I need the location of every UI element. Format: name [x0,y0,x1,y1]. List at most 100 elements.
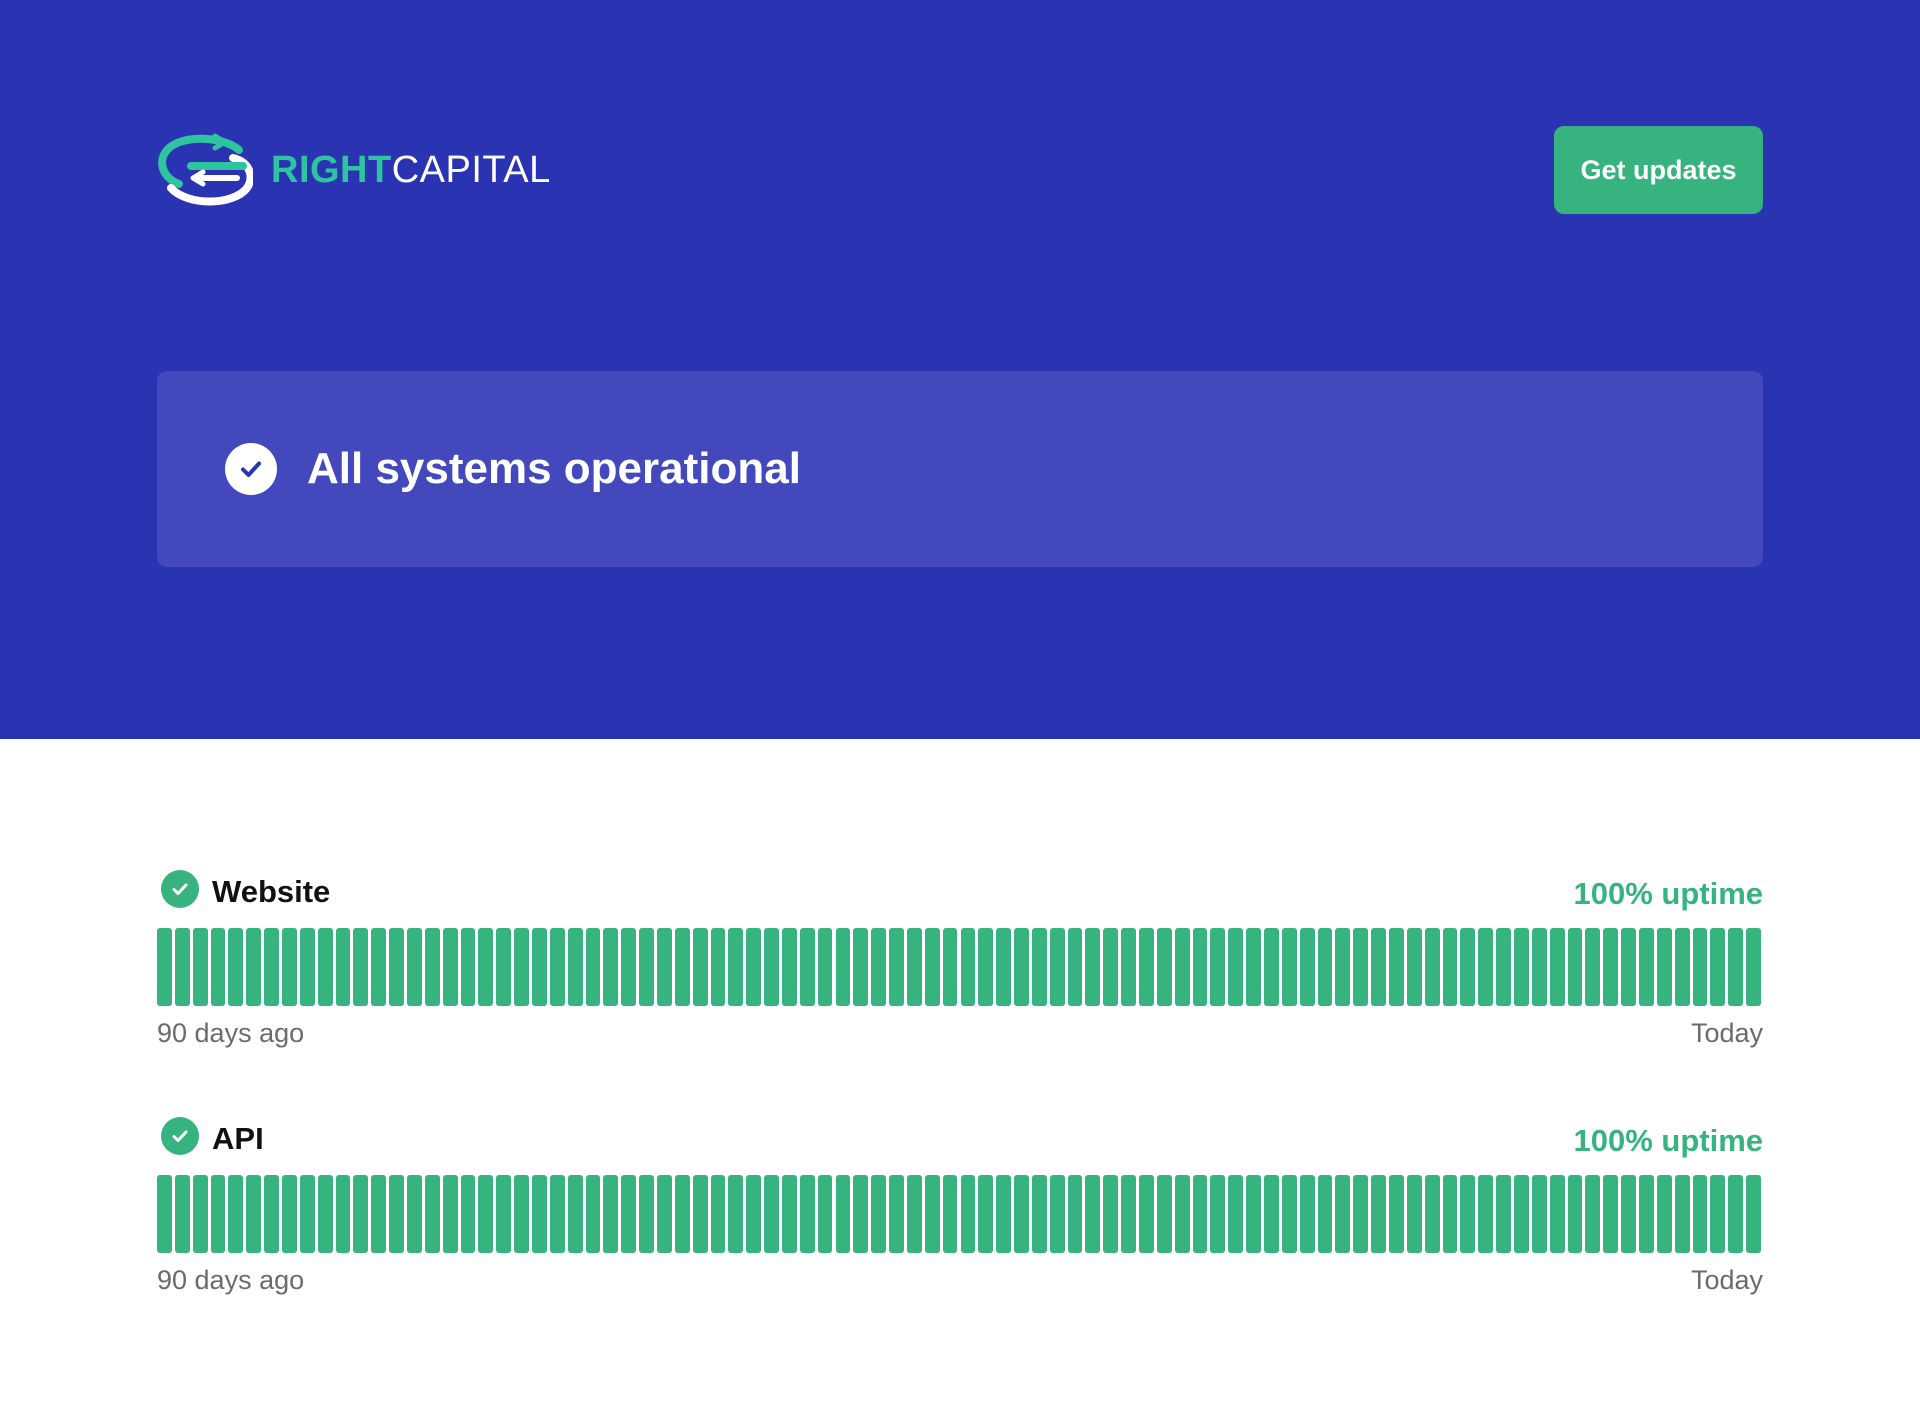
uptime-day-bar[interactable] [996,1175,1012,1253]
uptime-day-bar[interactable] [460,928,476,1006]
uptime-day-bar[interactable] [496,928,512,1006]
uptime-day-bar[interactable] [1014,928,1029,1006]
uptime-day-bar[interactable] [567,928,583,1006]
uptime-day-bar[interactable] [1210,928,1226,1006]
uptime-day-bar[interactable] [1603,928,1619,1006]
uptime-day-bar[interactable] [639,928,654,1006]
uptime-day-bar[interactable] [228,1175,244,1253]
uptime-day-bar[interactable] [1139,928,1154,1006]
uptime-day-bar[interactable] [157,928,172,1006]
uptime-day-bar[interactable] [192,1175,208,1253]
uptime-day-bar[interactable] [1228,1175,1244,1253]
uptime-day-bar[interactable] [496,1175,512,1253]
uptime-day-bar[interactable] [1317,928,1333,1006]
uptime-day-bar[interactable] [389,928,404,1006]
uptime-day-bar[interactable] [853,1175,869,1253]
uptime-day-bar[interactable] [1746,928,1761,1006]
uptime-day-bar[interactable] [889,1175,904,1253]
uptime-day-bar[interactable] [674,1175,690,1253]
uptime-day-bar[interactable] [996,928,1012,1006]
uptime-day-bar[interactable] [1656,1175,1672,1253]
uptime-day-bar[interactable] [1442,1175,1458,1253]
uptime-day-bar[interactable] [264,928,279,1006]
uptime-day-bar[interactable] [1031,928,1047,1006]
get-updates-button[interactable]: Get updates [1554,126,1763,214]
uptime-day-bar[interactable] [299,1175,315,1253]
uptime-day-bar[interactable] [978,928,994,1006]
uptime-day-bar[interactable] [924,1175,940,1253]
uptime-day-bar[interactable] [603,1175,619,1253]
uptime-day-bar[interactable] [889,928,904,1006]
uptime-day-bar[interactable] [1424,1175,1440,1253]
uptime-day-bar[interactable] [1246,928,1262,1006]
uptime-day-bar[interactable] [1460,1175,1476,1253]
uptime-day-bar[interactable] [1621,1175,1636,1253]
uptime-day-bar[interactable] [835,1175,851,1253]
uptime-day-bar[interactable] [353,1175,369,1253]
uptime-day-bar[interactable] [1531,1175,1547,1253]
uptime-day-bar[interactable] [210,928,226,1006]
uptime-day-bar[interactable] [567,1175,583,1253]
uptime-day-bar[interactable] [1246,1175,1262,1253]
uptime-day-bar[interactable] [1067,1175,1083,1253]
uptime-day-bar[interactable] [1281,1175,1297,1253]
uptime-day-bar[interactable] [353,928,369,1006]
uptime-day-bar[interactable] [1442,928,1458,1006]
uptime-day-bar[interactable] [621,928,637,1006]
uptime-day-bar[interactable] [1049,1175,1065,1253]
uptime-day-bar[interactable] [1567,928,1583,1006]
uptime-day-bar[interactable] [656,1175,672,1253]
uptime-day-bar[interactable] [317,928,333,1006]
uptime-day-bar[interactable] [317,1175,333,1253]
uptime-day-bar[interactable] [1299,928,1315,1006]
uptime-day-bar[interactable] [674,928,690,1006]
uptime-day-bar[interactable] [1264,928,1279,1006]
uptime-day-bar[interactable] [960,1175,976,1253]
uptime-day-bar[interactable] [514,928,529,1006]
uptime-day-bar[interactable] [478,1175,494,1253]
uptime-day-bar[interactable] [835,928,851,1006]
uptime-day-bar[interactable] [1192,928,1208,1006]
uptime-day-bar[interactable] [1156,928,1172,1006]
uptime-day-bar[interactable] [1014,1175,1029,1253]
uptime-day-bar[interactable] [585,928,601,1006]
uptime-day-bar[interactable] [424,928,440,1006]
uptime-day-bar[interactable] [656,928,672,1006]
uptime-day-bar[interactable] [514,1175,529,1253]
uptime-day-bar[interactable] [174,928,190,1006]
uptime-day-bar[interactable] [1389,1175,1404,1253]
uptime-day-bar[interactable] [1121,1175,1137,1253]
uptime-day-bar[interactable] [1531,928,1547,1006]
uptime-day-bar[interactable] [1639,928,1654,1006]
uptime-day-bar[interactable] [371,1175,387,1253]
uptime-day-bar[interactable] [531,928,547,1006]
uptime-day-bar[interactable] [1728,928,1744,1006]
uptime-day-bar[interactable] [1139,1175,1154,1253]
uptime-day-bar[interactable] [1496,1175,1511,1253]
brand-logo[interactable]: RIGHTCAPITAL [157,128,551,212]
uptime-day-bar[interactable] [371,928,387,1006]
uptime-day-bar[interactable] [746,1175,762,1253]
uptime-day-bar[interactable] [1371,1175,1387,1253]
uptime-day-bar[interactable] [1174,928,1190,1006]
uptime-day-bar[interactable] [157,1175,172,1253]
uptime-day-bar[interactable] [1353,1175,1369,1253]
uptime-day-bar[interactable] [1478,928,1494,1006]
uptime-day-bar[interactable] [1585,1175,1601,1253]
uptime-day-bar[interactable] [728,928,744,1006]
uptime-day-bar[interactable] [942,1175,958,1253]
uptime-day-bar[interactable] [1335,1175,1351,1253]
uptime-day-bar[interactable] [942,928,958,1006]
uptime-day-bar[interactable] [603,928,619,1006]
uptime-day-bar[interactable] [210,1175,226,1253]
uptime-day-bar[interactable] [728,1175,744,1253]
uptime-day-bar[interactable] [1067,928,1083,1006]
uptime-day-bar[interactable] [1514,1175,1529,1253]
uptime-day-bar[interactable] [1192,1175,1208,1253]
uptime-day-bar[interactable] [692,928,708,1006]
uptime-day-bar[interactable] [406,1175,422,1253]
uptime-day-bar[interactable] [1174,1175,1190,1253]
uptime-day-bar[interactable] [264,1175,279,1253]
uptime-day-bar[interactable] [1335,928,1351,1006]
uptime-day-bar[interactable] [1567,1175,1583,1253]
